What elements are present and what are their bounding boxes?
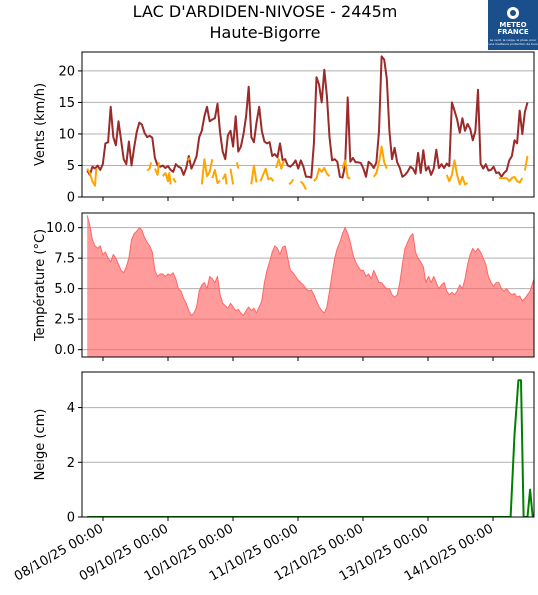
y-axis-label: Température (°C) [33,229,48,342]
series-line [86,215,534,316]
chart-subtitle: Haute-Bigorre [209,23,321,42]
y-tick-label: 7.5 [54,252,75,267]
y-tick-label: 10 [58,127,75,142]
series-line [146,162,152,172]
y-axis-label: Neige (cm) [33,409,48,481]
y-tick-label: 0 [67,191,75,206]
plot-frame [81,371,535,518]
y-tick-label: 0.0 [54,343,75,358]
series-line [172,177,177,184]
series-line [445,159,469,186]
series-group [87,379,534,517]
plot-frame [81,212,535,358]
y-tick-label: 4 [67,401,75,416]
meteo-france-emblem-icon [507,7,519,19]
y-tick-label: 5.0 [54,282,75,297]
series-line [341,159,351,180]
series-group [86,215,534,357]
y-axis-label: Vents (km/h) [33,83,48,166]
y-tick-label: 2 [67,456,75,471]
series-line [221,173,228,185]
series-line [87,379,534,517]
y-tick-label: 15 [58,96,75,111]
plot-frame [81,51,535,198]
y-tick-label: 2.5 [54,313,75,328]
series-line [275,158,285,170]
meteo-france-logo: METEO FRANCE Le vent, la neige, la pluie… [488,0,538,50]
series-line [186,157,191,162]
series-line [86,55,529,179]
series-line [211,168,221,185]
series-group [86,55,529,190]
logo-text: METEO FRANCE [497,21,529,36]
series-line [300,180,307,190]
series-line [288,178,294,186]
series-line [162,172,172,185]
chart-title: LAC D'ARDIDEN-NIVOSE - 2445m [132,2,398,21]
series-line [259,167,275,182]
series-line [250,164,258,185]
y-tick-label: 20 [58,64,75,79]
series-line [200,158,214,185]
series-line [229,168,235,185]
series-line [236,162,240,169]
series-line [372,145,388,178]
logo-subtext: Le vent, la neige, la pluie, pour une me… [488,38,538,46]
series-line [313,167,331,182]
series-line [498,175,524,184]
y-tick-label: 0 [67,511,75,526]
series-line [153,162,160,176]
y-tick-label: 5 [67,159,75,174]
y-tick-label: 10.0 [46,221,75,236]
temperature-area [87,215,534,357]
series-line [86,168,98,187]
series-line [523,155,529,171]
